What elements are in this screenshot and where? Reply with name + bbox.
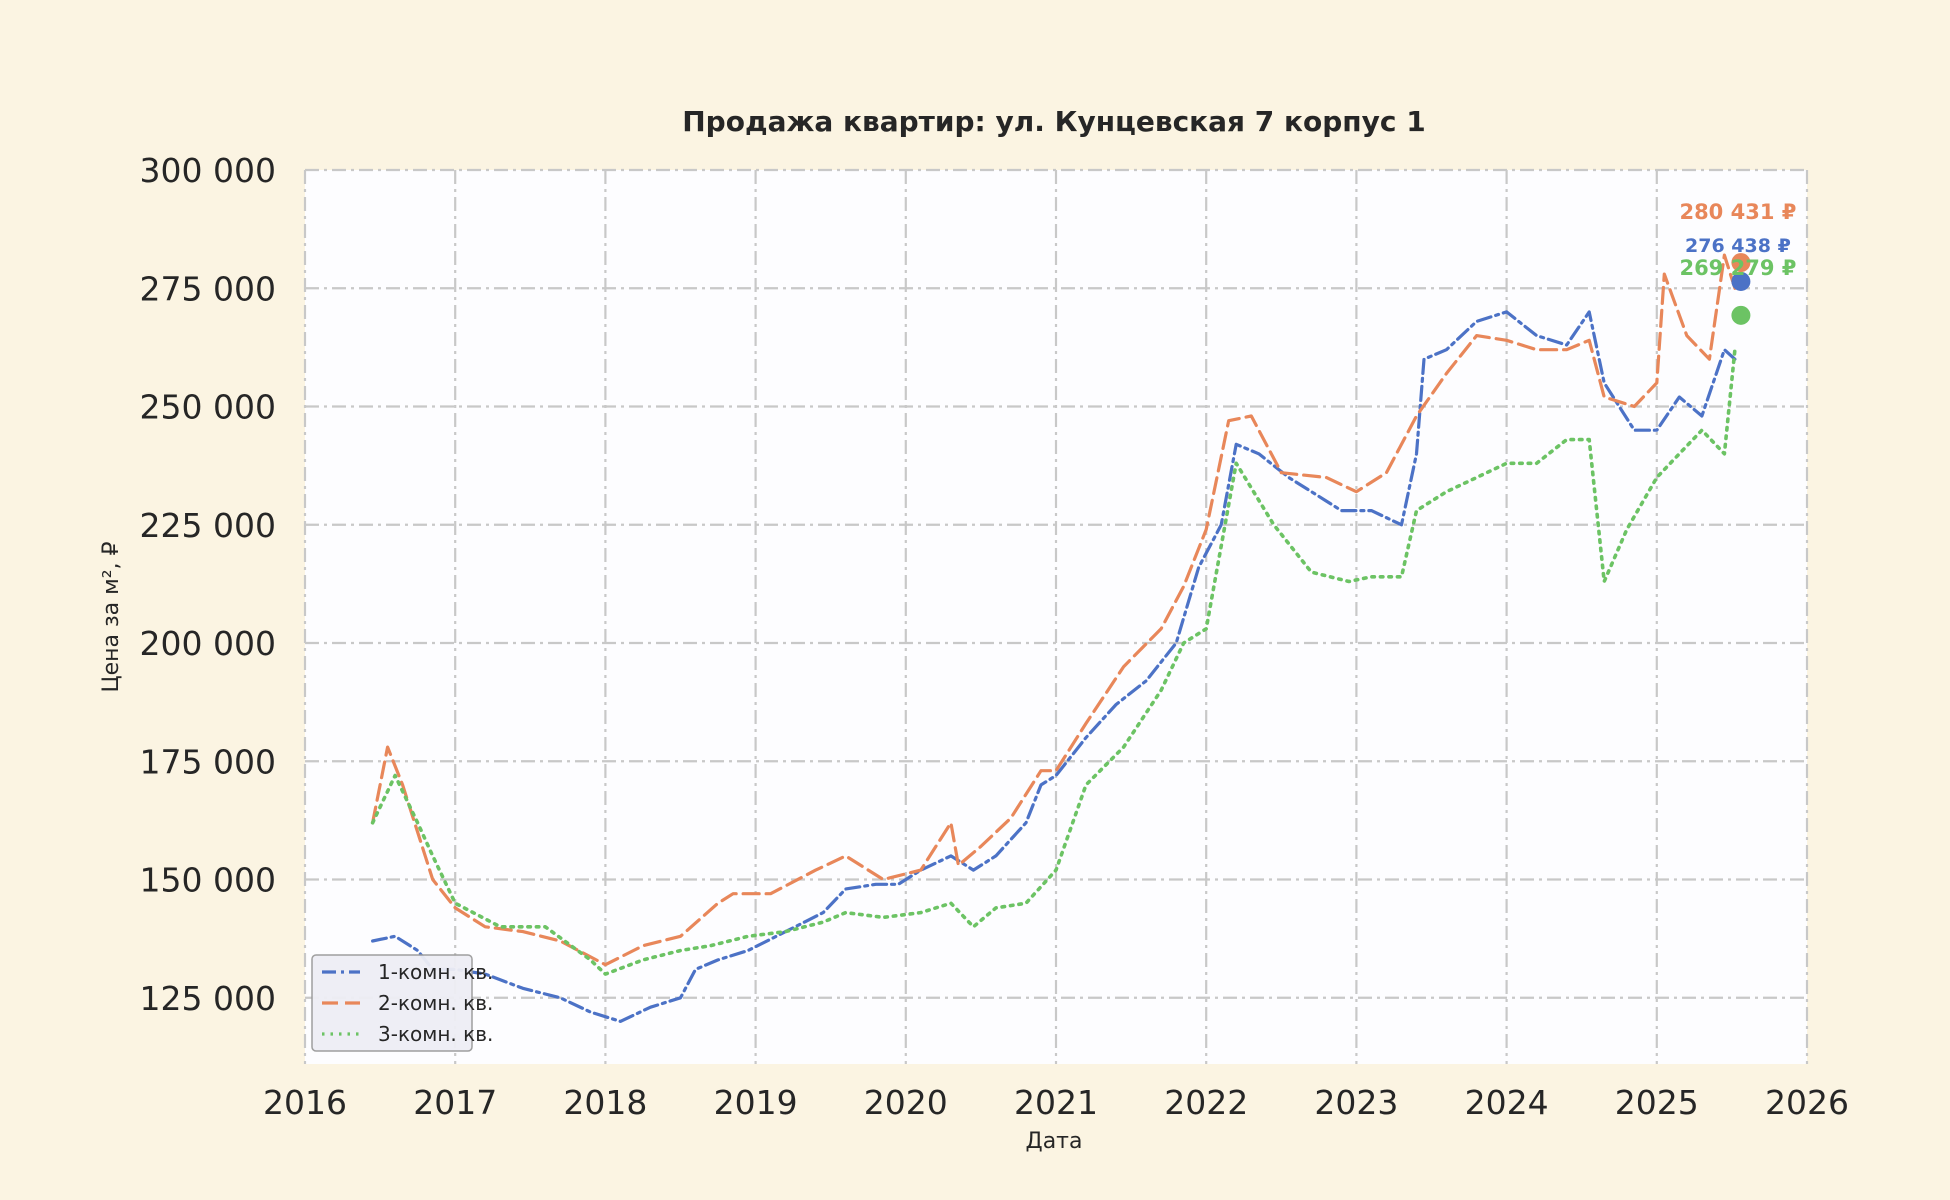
y-tick-label: 225 000 [140,506,276,545]
y-axis-label: Цена за м², ₽ [99,541,124,692]
series-line-3 [370,347,1737,976]
legend-label: 3-комн. кв. [378,1022,493,1046]
last-point-label: 276 438 ₽ [1685,235,1791,257]
y-tick-label: 275 000 [140,269,276,308]
last-point-label: 280 431 ₽ [1679,200,1796,224]
y-tick-label: 125 000 [140,979,276,1018]
x-tick-label: 2018 [563,1083,647,1122]
last-point-marker [1731,271,1751,291]
series-line-1 [371,310,1737,1023]
x-tick-label: 2021 [1014,1083,1098,1122]
last-point-marker [1731,305,1751,325]
chart-title: Продажа квартир: ул. Кунцевская 7 корпус… [682,105,1425,138]
x-tick-label: 2019 [714,1083,798,1122]
y-tick-label: 150 000 [140,861,276,900]
y-tick-label: 175 000 [140,742,276,781]
legend-label: 2-комн. кв. [378,991,493,1015]
grid [303,168,1809,1064]
x-tick-label: 2024 [1465,1083,1549,1122]
legend: 1-комн. кв. 2-комн. кв. 3-комн. кв. [311,954,493,1052]
x-tick-label: 2017 [413,1083,497,1122]
last-points: 280 431 ₽ 276 438 ₽269 279 ₽ [1679,200,1796,325]
series-lines [370,253,1737,1023]
series-line-2 [371,253,1737,967]
x-tick-label: 2020 [864,1083,948,1122]
y-tick-label: 200 000 [140,624,276,663]
x-axis-label: Дата [1026,1129,1083,1154]
y-tick-label: 250 000 [140,388,276,427]
x-tick-label: 2016 [263,1083,347,1122]
last-point-label: 269 279 ₽ [1679,256,1796,280]
x-tick-label: 2026 [1765,1083,1849,1122]
x-tick-label: 2022 [1164,1083,1248,1122]
legend-box [311,954,473,1052]
x-tick-label: 2025 [1615,1083,1699,1122]
y-tick-label: 300 000 [140,151,276,190]
x-tick-label: 2023 [1314,1083,1398,1122]
axes: 2016 2017 2018 2019 2020 2021 2022 2023 2024 2025… [140,151,1849,1122]
legend-label: 1-комн. кв. [378,960,493,984]
last-point-marker [1731,253,1751,273]
